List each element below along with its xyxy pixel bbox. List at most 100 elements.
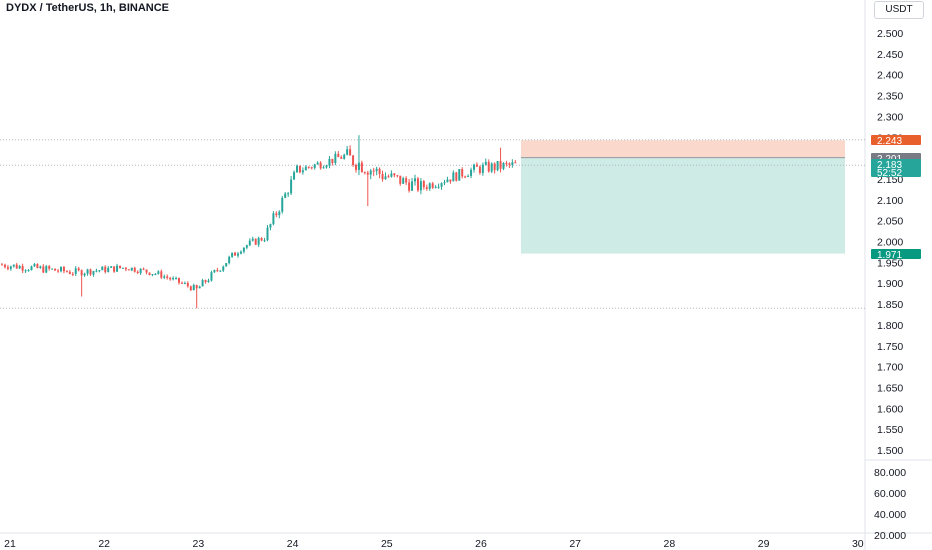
candle-up (346, 149, 349, 155)
candle-up (484, 161, 487, 165)
candle-up (24, 270, 27, 272)
candle-up (263, 240, 266, 242)
candle-down (119, 265, 121, 268)
candle-up (183, 283, 186, 285)
candle-up (12, 264, 15, 267)
candle-up (293, 172, 296, 180)
candle-up (51, 268, 54, 270)
candle-up (201, 280, 204, 287)
candle-up (192, 284, 195, 291)
candle-down (166, 276, 169, 278)
candle-down (6, 267, 9, 269)
price-tag (871, 159, 921, 177)
candle-up (116, 265, 119, 272)
candle-up (210, 272, 213, 281)
volume-tick-label: 80.000 (874, 467, 906, 479)
date-tick-label: 30 (852, 538, 864, 550)
candle-down (216, 270, 219, 272)
candle-up (225, 263, 228, 267)
candle-up (502, 162, 505, 169)
candle-down (396, 175, 399, 177)
price-tick-label: 2.400 (877, 70, 903, 82)
candle-down (48, 266, 51, 269)
price-tick-label: 1.500 (877, 445, 903, 457)
candle-up (496, 161, 499, 171)
candle-up (239, 251, 242, 254)
candle-up (287, 193, 290, 195)
candle-up (74, 268, 77, 274)
candle-up (101, 266, 104, 271)
candle-up (86, 269, 89, 274)
date-tick-label: 24 (287, 538, 299, 550)
candle-down (349, 149, 352, 156)
price-tick-label: 1.900 (877, 278, 903, 290)
candle-up (237, 253, 239, 256)
candle-down (180, 282, 183, 284)
candle-up (511, 162, 514, 165)
candle-up (98, 270, 101, 272)
price-tick-label: 2.500 (877, 28, 903, 40)
date-tick-label: 21 (4, 538, 16, 550)
candle-up (334, 153, 337, 163)
date-tick-label: 25 (381, 538, 393, 550)
candle-up (452, 172, 455, 182)
candle-down (298, 165, 301, 173)
price-level-lines (0, 139, 865, 309)
date-tick-label: 22 (98, 538, 110, 550)
candle-up (458, 169, 461, 181)
candle-down (381, 173, 384, 180)
candle-down (378, 168, 381, 174)
candle-down (307, 166, 310, 168)
candle-down (57, 270, 60, 272)
candle-up (440, 183, 443, 187)
candle-up (27, 270, 30, 272)
candle-up (467, 175, 470, 177)
time-axis[interactable]: 21 22 23 24 25 26 27 28 29 30 (4, 538, 864, 550)
candle-down (366, 172, 369, 175)
candle-up (33, 264, 36, 267)
price-axis[interactable]: 2.5002.4502.4002.3502.3002.2502.2002.150… (877, 28, 903, 457)
currency-selector-button[interactable]: USDT (874, 1, 924, 19)
candle-down (142, 268, 145, 270)
candle-up (9, 266, 12, 269)
candle-down (15, 264, 18, 269)
candle-up (157, 271, 160, 274)
candle-up (198, 286, 201, 289)
candle-up (278, 211, 281, 216)
candle-down (1, 264, 3, 266)
candle-up (328, 158, 331, 166)
candle-down (514, 162, 517, 164)
price-tick-label: 2.000 (877, 237, 903, 249)
long-position-tool[interactable] (521, 140, 845, 254)
candle-up (251, 238, 254, 241)
candle-down (487, 161, 490, 172)
candle-down (275, 213, 278, 216)
candle-up (163, 276, 166, 278)
candle-up (434, 186, 437, 188)
candle-up (402, 178, 405, 184)
candle-down (113, 266, 116, 272)
candle-down (408, 182, 411, 191)
candle-down (505, 162, 508, 164)
candle-up (83, 273, 86, 276)
volume-tick-label: 20.000 (874, 530, 906, 542)
price-tick-label: 2.100 (877, 195, 903, 207)
candle-down (372, 170, 375, 172)
price-tag (871, 249, 921, 259)
candle-down (499, 161, 502, 169)
candle-down (331, 158, 334, 163)
candle-up (384, 176, 387, 180)
candle-up (481, 164, 484, 173)
candle-down (260, 238, 263, 241)
candle-down (355, 165, 357, 170)
candle-up (92, 271, 95, 275)
candle-up (473, 164, 475, 170)
price-tick-label: 1.550 (877, 424, 903, 436)
candle-down (508, 163, 511, 165)
candle-up (369, 170, 372, 175)
price-tag-label: 2.183 (877, 160, 902, 171)
price-tick-label: 2.300 (877, 111, 903, 123)
